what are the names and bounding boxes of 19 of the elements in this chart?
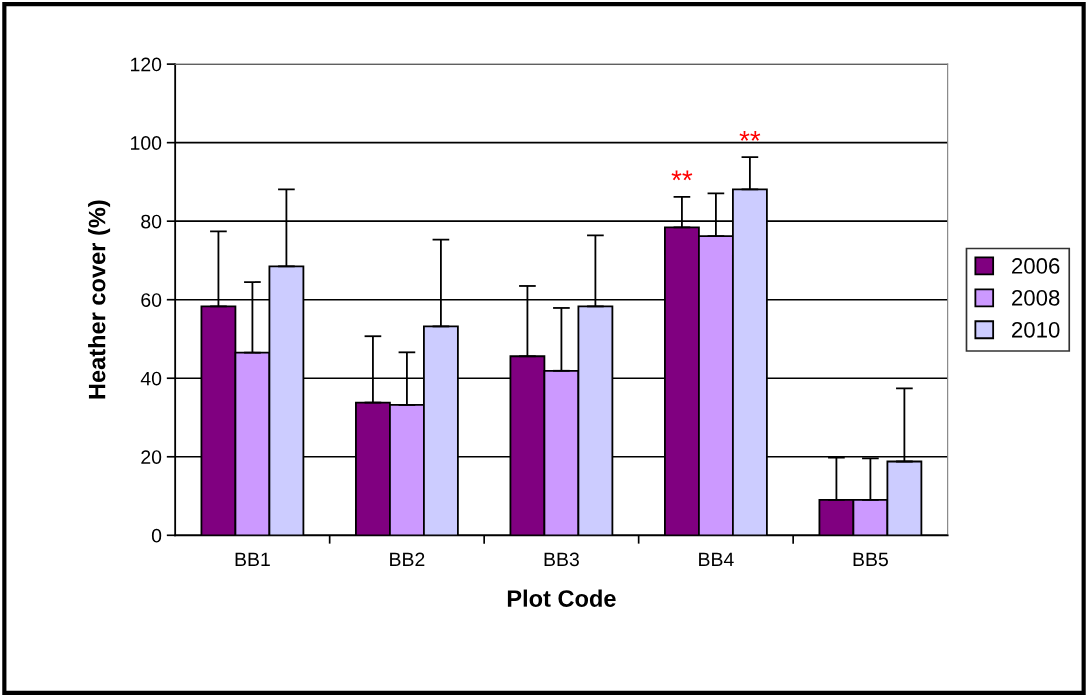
legend-label: 2006 xyxy=(1012,258,1060,274)
y-tick-label: 60 xyxy=(141,293,162,307)
y-tick-label: 80 xyxy=(141,214,162,229)
x-tick-label: BB3 xyxy=(544,552,579,567)
x-tick-label: BB1 xyxy=(235,552,270,567)
y-tick-label: 40 xyxy=(140,371,162,386)
y-tick-label: 120 xyxy=(131,57,162,72)
annotation: ** xyxy=(671,170,693,181)
x-tick-label: BB5 xyxy=(853,552,888,567)
x-tick-label: BB2 xyxy=(390,552,425,567)
legend-label: 2008 xyxy=(1012,290,1060,306)
y-tick-label: 20 xyxy=(141,450,162,464)
y-axis-title: Heather cover (%) xyxy=(88,200,111,399)
x-axis-title: Plot Code xyxy=(507,589,616,607)
x-tick-label: BB4 xyxy=(699,552,734,567)
y-tick-label: 100 xyxy=(131,136,162,150)
legend-label: 2010 xyxy=(1012,321,1060,338)
annotation: ** xyxy=(739,130,761,141)
y-tick-label: 0 xyxy=(151,528,162,543)
